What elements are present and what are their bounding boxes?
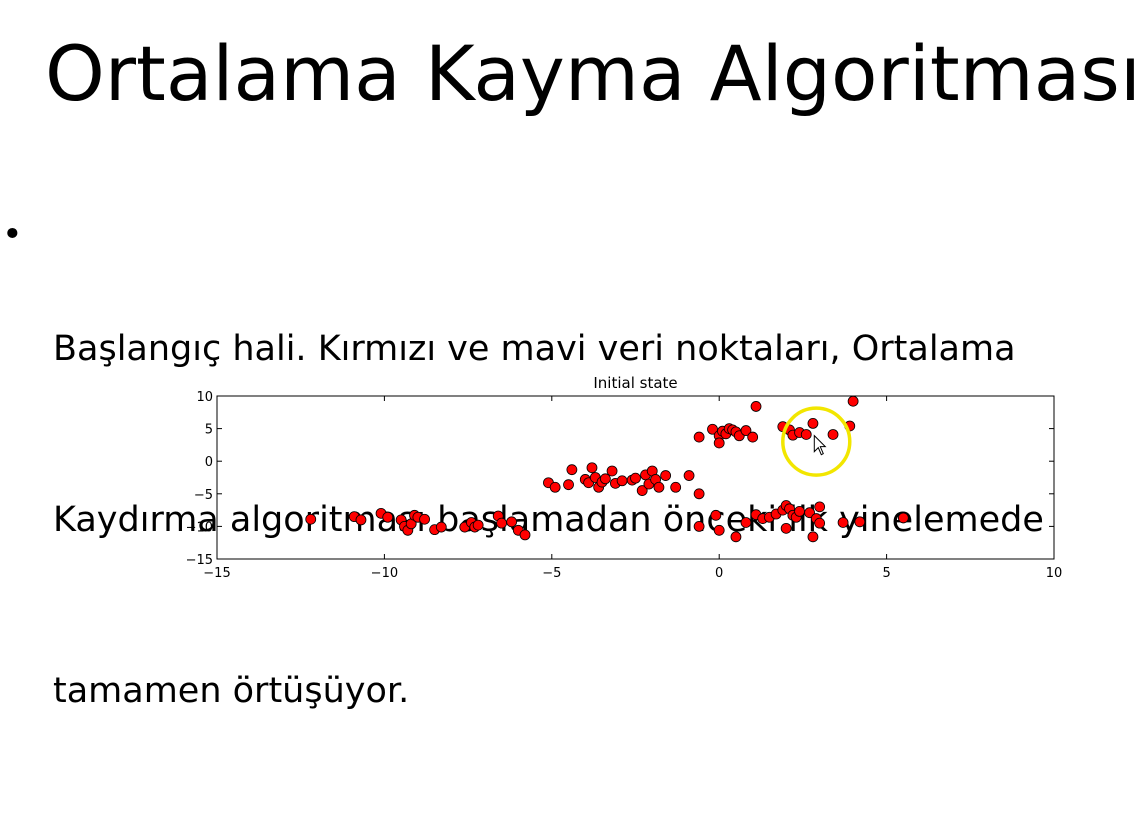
data-point bbox=[837, 517, 849, 528]
data-point bbox=[630, 472, 641, 484]
data-point bbox=[435, 521, 447, 533]
x-tick-label: −15 bbox=[203, 566, 230, 581]
data-point bbox=[854, 516, 866, 528]
data-point bbox=[807, 417, 819, 429]
bullet-line-1: Başlangıç hali. Kırmızı ve mavi veri nok… bbox=[53, 329, 1016, 369]
data-point bbox=[693, 431, 705, 443]
y-tick-label: −10 bbox=[186, 520, 213, 535]
data-point bbox=[814, 501, 826, 513]
data-point bbox=[566, 464, 578, 476]
data-point bbox=[653, 481, 665, 493]
x-tick-label: 0 bbox=[715, 566, 723, 581]
data-point bbox=[794, 506, 805, 517]
chart-title: Initial state bbox=[593, 374, 677, 392]
x-tick-label: 5 bbox=[882, 566, 890, 581]
y-tick-label: −5 bbox=[194, 488, 213, 503]
data-point bbox=[563, 479, 574, 491]
data-point bbox=[496, 517, 507, 529]
y-tick-label: 0 bbox=[205, 455, 213, 470]
data-point bbox=[472, 519, 484, 531]
data-point bbox=[800, 429, 812, 440]
data-point bbox=[506, 516, 518, 528]
data-point bbox=[730, 531, 742, 543]
highlight-circle bbox=[781, 406, 852, 477]
bullet-line-3: tamamen örtüşüyor. bbox=[53, 671, 410, 711]
x-tick-label: 10 bbox=[1046, 566, 1063, 581]
data-point bbox=[713, 437, 725, 449]
data-point bbox=[519, 529, 531, 541]
data-point bbox=[713, 524, 725, 536]
y-tick-label: 5 bbox=[205, 423, 213, 438]
data-point bbox=[750, 401, 762, 412]
scatter-chart: Initial state −15 −10 −5 0 5 10 10 5 0 −5 −10 −15 bbox=[186, 374, 1063, 581]
data-point bbox=[355, 514, 367, 526]
data-point bbox=[707, 423, 718, 435]
data-point bbox=[693, 488, 705, 500]
x-tick-label: −10 bbox=[371, 566, 398, 581]
x-tick-label: −5 bbox=[542, 566, 561, 581]
data-point bbox=[616, 475, 628, 487]
data-point bbox=[807, 531, 819, 543]
data-point bbox=[780, 522, 792, 534]
bullet-line-2: Kaydırma algoritması başlamadan önceki i… bbox=[53, 500, 1044, 540]
bullet-dot-icon: • bbox=[2, 215, 23, 255]
data-point bbox=[693, 521, 705, 532]
mouse-pointer-icon bbox=[813, 434, 827, 456]
data-point bbox=[606, 465, 618, 477]
data-point bbox=[740, 517, 752, 528]
data-point bbox=[305, 513, 317, 525]
data-point bbox=[419, 513, 430, 525]
data-point bbox=[740, 425, 752, 436]
data-point bbox=[710, 509, 722, 521]
data-point bbox=[636, 485, 648, 496]
data-point bbox=[847, 395, 859, 407]
data-point bbox=[827, 429, 839, 440]
data-point bbox=[382, 511, 394, 523]
y-tick-label: 10 bbox=[196, 390, 213, 405]
data-point bbox=[660, 470, 672, 481]
data-point bbox=[670, 481, 682, 493]
y-tick-label: −15 bbox=[186, 553, 213, 568]
data-point bbox=[747, 431, 759, 443]
data-point bbox=[897, 512, 909, 524]
data-point bbox=[549, 481, 561, 493]
slide-title: Ortalama Kayma Algoritması bbox=[44, 29, 1141, 118]
data-point bbox=[599, 473, 611, 485]
data-point bbox=[683, 470, 695, 481]
data-point bbox=[586, 462, 598, 474]
data-point bbox=[814, 517, 826, 529]
plot-area bbox=[216, 395, 1055, 560]
